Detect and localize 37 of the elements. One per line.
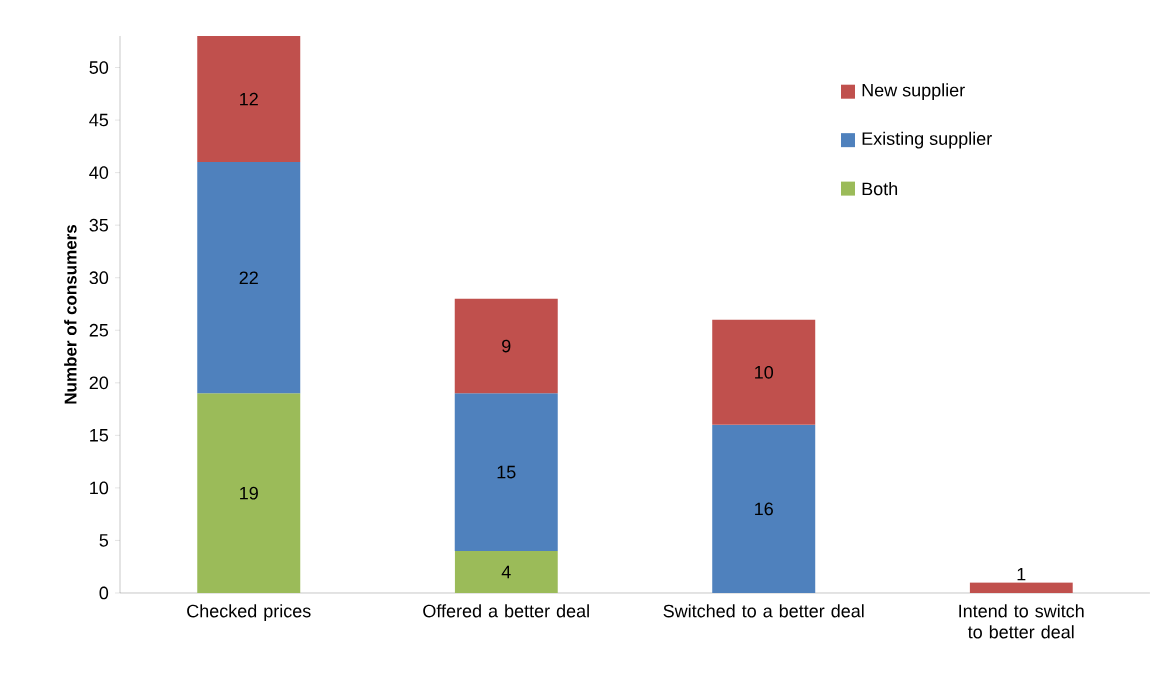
y-tick-label: 30	[89, 271, 109, 285]
x-tick-label: Offered a better deal	[423, 604, 589, 618]
bar	[969, 582, 1073, 593]
y-tick-label: 25	[89, 323, 109, 337]
y-tick-label: 50	[89, 61, 109, 74]
x-tick-label: Intend to switch to better deal	[959, 604, 1084, 639]
data-label: 22	[239, 271, 258, 284]
x-tick-label: Checked prices	[187, 604, 311, 621]
data-label: 19	[240, 486, 258, 500]
bar	[712, 319, 816, 425]
legend-label: New supplier	[862, 83, 965, 101]
y-tick-label: 10	[90, 481, 109, 495]
bar	[197, 36, 301, 163]
legend-label: Both	[862, 182, 898, 196]
bar	[454, 550, 558, 593]
bar	[454, 298, 558, 394]
y-tick-label: 20	[89, 376, 109, 390]
data-label: 15	[497, 465, 516, 479]
y-tick-label: 0	[99, 586, 109, 600]
y-axis-title: Number of consumers	[64, 225, 77, 404]
x-tick-label: Switched to a better deal	[663, 604, 864, 618]
legend-label: Existing supplier	[862, 131, 992, 149]
data-label: 4	[501, 565, 511, 579]
data-label: 16	[755, 502, 773, 516]
bar	[712, 424, 816, 593]
data-label: 12	[240, 92, 258, 106]
bar	[454, 393, 558, 551]
y-tick-label: 40	[89, 166, 109, 179]
y-tick-label: 35	[89, 218, 109, 232]
data-label: 10	[755, 365, 774, 379]
y-tick-label: 5	[99, 534, 109, 547]
y-tick-label: 45	[89, 113, 109, 127]
y-tick-label: 15	[90, 429, 109, 442]
data-label: 1	[1017, 567, 1026, 581]
bar	[197, 393, 301, 593]
data-label: 9	[502, 339, 511, 353]
bar	[197, 162, 301, 394]
